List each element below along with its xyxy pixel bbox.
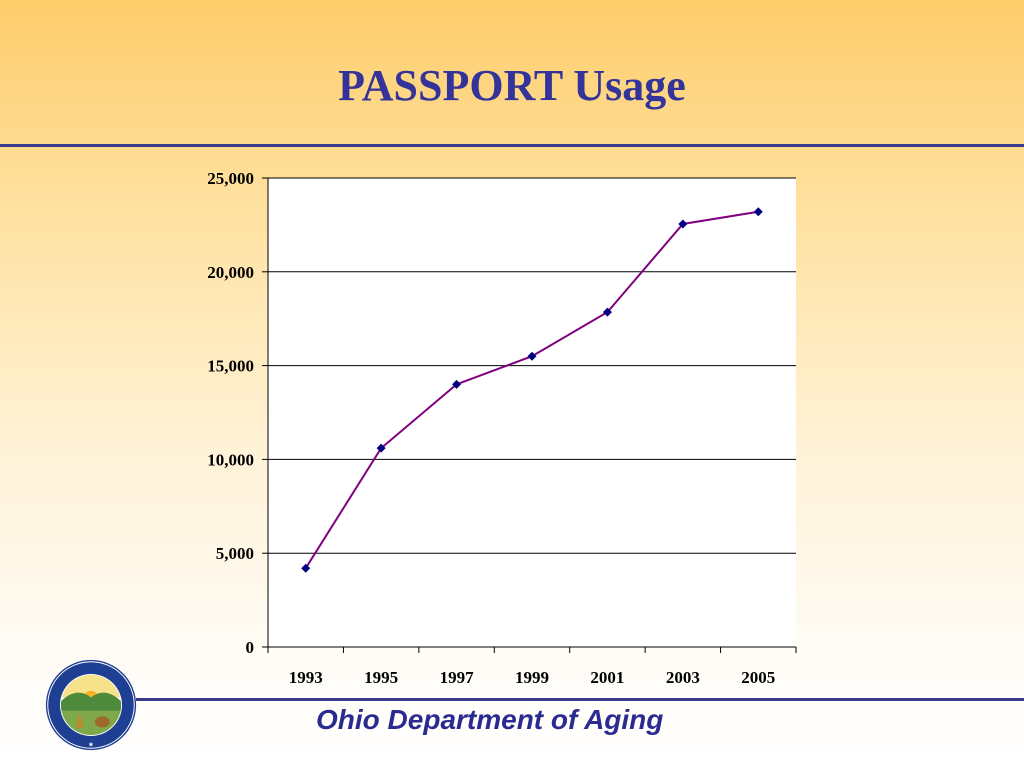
- data-point-1995: [376, 443, 386, 453]
- x-tick-label: 2001: [590, 668, 624, 687]
- data-point-1993: [301, 563, 311, 573]
- x-tick-label: 1997: [440, 668, 475, 687]
- x-tick-label: 2005: [741, 668, 775, 687]
- passport-usage-chart: 0 5,000 10,000 15,000 20,000 25,000 1993 1995 1…: [207, 169, 797, 687]
- x-tick-label: 1999: [515, 668, 549, 687]
- x-tick-label: 2003: [666, 668, 700, 687]
- data-point-1997: [452, 379, 462, 389]
- title-divider: [0, 144, 1024, 147]
- ohio-aging-seal: ★: [45, 659, 137, 751]
- footer-divider: [136, 698, 1024, 701]
- slide-title: PASSPORT Usage: [338, 61, 686, 110]
- x-tick-label: 1995: [364, 668, 398, 687]
- y-tick-label: 10,000: [207, 450, 254, 469]
- plot-area: [268, 178, 796, 647]
- y-tick-label: 20,000: [207, 263, 254, 282]
- data-point-2003: [678, 219, 688, 229]
- data-point-2001: [602, 307, 612, 317]
- y-tick-label: 25,000: [207, 169, 254, 188]
- data-point-1999: [527, 351, 537, 361]
- y-tick-label: 15,000: [207, 357, 254, 376]
- y-tick-label: 0: [246, 638, 255, 657]
- x-tick-label: 1993: [289, 668, 323, 687]
- data-point-2005: [753, 207, 763, 217]
- footer-organization-name: Ohio Department of Aging: [316, 704, 664, 735]
- svg-text:★: ★: [88, 740, 94, 748]
- y-tick-label: 5,000: [216, 544, 254, 563]
